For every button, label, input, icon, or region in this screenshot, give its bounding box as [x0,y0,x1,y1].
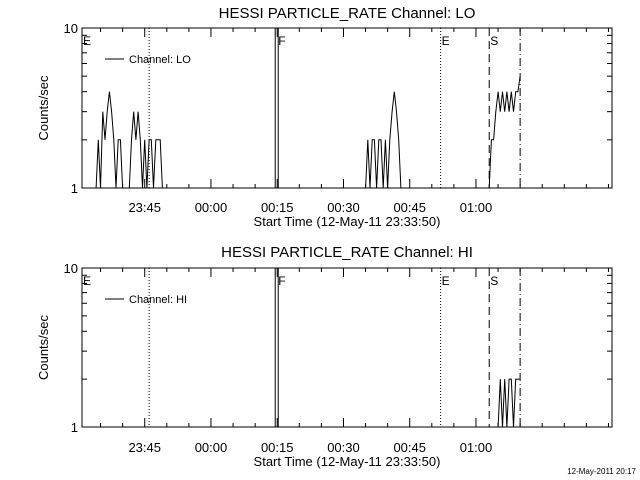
timestamp-label: 12-May-2011 20:17 [567,467,636,476]
x-tick-label: 01:00 [460,200,493,215]
x-tick-label: 00:00 [195,440,228,455]
marker-label: E [442,34,450,48]
chart-title: HESSI PARTICLE_RATE Channel: LO [219,5,476,22]
y-axis-label: Counts/sec [36,75,51,141]
marker-label: S [490,274,498,288]
marker-label: F [278,274,285,288]
x-tick-label: 23:45 [128,200,161,215]
x-tick-label: 00:00 [195,200,228,215]
chart-panels: HESSI PARTICLE_RATE Channel: LO Counts/se… [36,5,613,469]
x-tick-label: 00:15 [261,200,294,215]
marker-label: E [83,274,91,288]
plot-frame [81,267,613,428]
x-tick-label: 23:45 [128,440,161,455]
series-line-1 [497,378,521,428]
y-axis-label: Counts/sec [36,314,51,380]
x-tick-label: 00:45 [393,200,426,215]
legend-label: Channel: HI [129,294,187,306]
y-tick-label: 10 [64,21,78,36]
panel-2: HESSI PARTICLE_RATE Channel: HI Counts/se… [36,244,613,469]
legend-label: Channel: LO [129,54,191,66]
x-axis-label: Start Time (12-May-11 23:33:50) [254,454,441,469]
x-tick-label: 00:45 [393,440,426,455]
y-tick-label: 1 [71,420,78,435]
x-tick-label: 00:30 [327,440,360,455]
chart-title: HESSI PARTICLE_RATE Channel: HI [221,244,473,261]
series-line-1 [95,76,521,189]
y-tick-label: 10 [64,261,78,276]
marker-label: E [83,34,91,48]
marker-label: E [442,274,450,288]
y-tick-label: 1 [71,181,78,196]
marker-label: F [278,34,285,48]
marker-label: S [490,34,498,48]
x-tick-label: 00:30 [327,200,360,215]
x-axis-label: Start Time (12-May-11 23:33:50) [254,214,441,229]
x-tick-label: 00:15 [261,440,294,455]
x-tick-label: 01:00 [460,440,493,455]
panel-1: HESSI PARTICLE_RATE Channel: LO Counts/se… [36,5,613,229]
